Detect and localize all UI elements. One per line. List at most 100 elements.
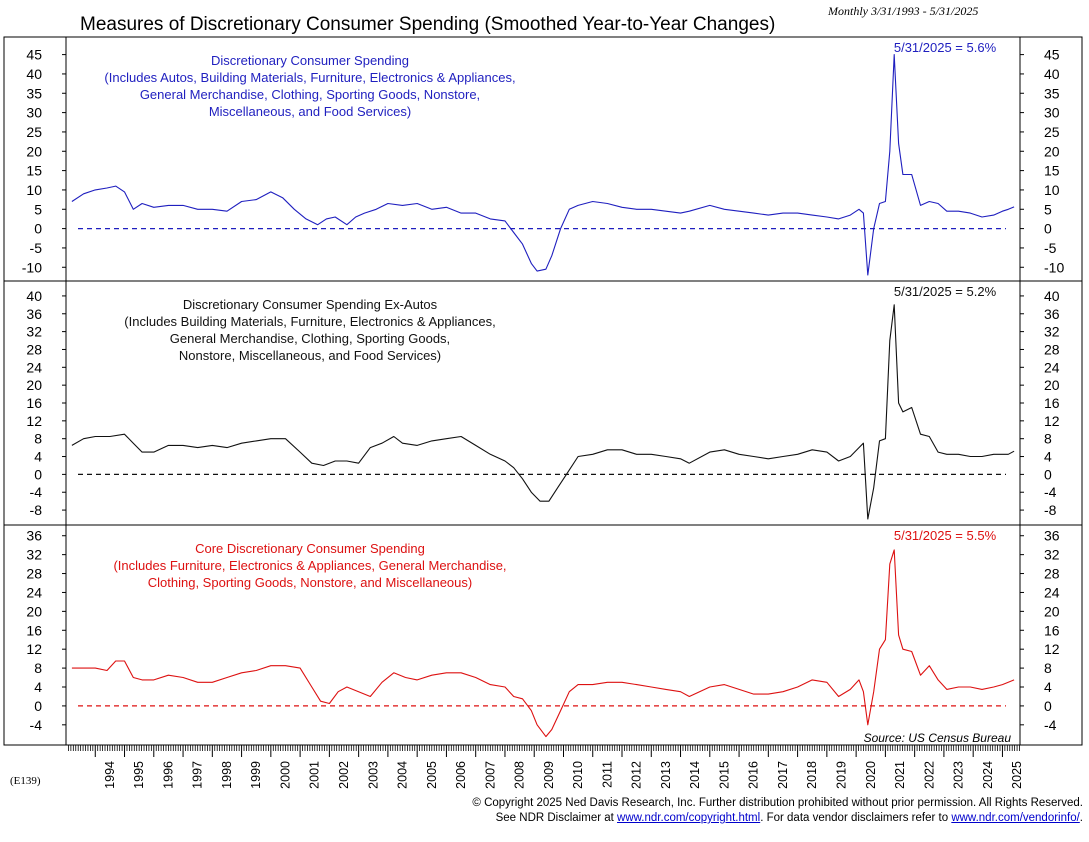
y-tick-label-right: 16 <box>1044 622 1060 638</box>
y-tick-label-right: -5 <box>1044 240 1057 256</box>
x-tick-label: 2017 <box>776 761 790 789</box>
y-tick-label-left: 25 <box>26 124 42 140</box>
y-tick-label-right: 12 <box>1044 413 1060 429</box>
y-tick-label-left: 15 <box>26 163 42 179</box>
y-tick-label-right: 30 <box>1044 105 1060 121</box>
x-tick-label: 2020 <box>864 761 878 789</box>
y-tick-label-left: 0 <box>34 466 42 482</box>
panel-title-line: General Merchandise, Clothing, Sporting … <box>140 87 480 102</box>
x-tick-label: 2005 <box>425 761 439 789</box>
copyright-link[interactable]: www.ndr.com/copyright.html <box>617 812 761 824</box>
panel-1: -10 -10 -5 -5 0 0 5 5 10 10 15 15 20 20 25 25 30 30 35 35 40… <box>3 36 1083 282</box>
x-tick-label: 1997 <box>191 761 205 789</box>
x-tick-label: 2013 <box>659 761 673 789</box>
panel-title-line: (Includes Autos, Building Materials, Fur… <box>104 70 515 85</box>
y-tick-label-left: -4 <box>30 717 43 733</box>
panel-title-line: Clothing, Sporting Goods, Nonstore, and … <box>148 575 472 590</box>
y-tick-label-right: 8 <box>1044 660 1052 676</box>
y-tick-label-left: 4 <box>34 449 42 465</box>
panel-title-line: Core Discretionary Consumer Spending <box>195 541 425 556</box>
y-tick-label-right: 28 <box>1044 341 1060 357</box>
y-tick-label-right: 28 <box>1044 566 1060 582</box>
panel-title-line: (Includes Furniture, Electronics & Appli… <box>113 558 506 573</box>
y-tick-label-left: -8 <box>30 502 43 518</box>
x-tick-label: 2023 <box>952 761 966 789</box>
y-tick-label-left: 28 <box>26 341 42 357</box>
y-tick-label-left: -5 <box>30 240 43 256</box>
y-tick-label-left: 12 <box>26 413 42 429</box>
y-tick-label-right: -4 <box>1044 717 1057 733</box>
y-tick-label-right: 20 <box>1044 143 1060 159</box>
x-tick-label: 2025 <box>1010 761 1024 789</box>
y-tick-label-right: 25 <box>1044 124 1060 140</box>
y-tick-label-right: 24 <box>1044 584 1060 600</box>
latest-value-label: 5/31/2025 = 5.2% <box>894 284 997 299</box>
y-tick-label-right: 0 <box>1044 466 1052 482</box>
x-tick-label: 2024 <box>981 761 995 789</box>
y-tick-label-left: 28 <box>26 566 42 582</box>
panel-title-line: General Merchandise, Clothing, Sporting … <box>170 331 450 346</box>
y-tick-label-left: 36 <box>26 306 42 322</box>
y-tick-label-right: 36 <box>1044 306 1060 322</box>
x-tick-label: 2001 <box>308 761 322 789</box>
source-label: Source: US Census Bureau <box>864 731 1012 745</box>
x-tick-label: 2010 <box>571 761 585 789</box>
y-tick-label-right: 36 <box>1044 528 1060 544</box>
x-tick-label: 2004 <box>396 761 410 789</box>
panel-title-line: Nonstore, Miscellaneous, and Food Servic… <box>179 348 441 363</box>
panel-title-line: Discretionary Consumer Spending <box>211 53 409 68</box>
y-tick-label-right: 16 <box>1044 395 1060 411</box>
y-tick-label-left: 4 <box>34 679 42 695</box>
disclaimer-middle: . For data vendor disclaimers refer to <box>760 812 952 824</box>
vendor-info-link[interactable]: www.ndr.com/vendorinfo/ <box>951 812 1080 824</box>
y-tick-label-right: 15 <box>1044 163 1060 179</box>
x-tick-label: 1999 <box>249 761 263 789</box>
x-tick-label: 1995 <box>132 761 146 789</box>
x-tick-label: 2016 <box>747 761 761 789</box>
disclaimer-notice: See NDR Disclaimer at www.ndr.com/copyri… <box>496 812 1083 824</box>
y-tick-label-left: 24 <box>26 359 42 375</box>
y-tick-label-left: 8 <box>34 431 42 447</box>
y-tick-label-right: 24 <box>1044 359 1060 375</box>
x-tick-label: 2002 <box>337 761 351 789</box>
x-tick-label: 2022 <box>922 761 936 789</box>
x-tick-label: 2007 <box>483 761 497 789</box>
x-tick-label: 2000 <box>279 761 293 789</box>
y-tick-label-left: 30 <box>26 105 42 121</box>
y-tick-label-right: 20 <box>1044 603 1060 619</box>
y-tick-label-right: 32 <box>1044 324 1060 340</box>
y-tick-label-left: 12 <box>26 641 42 657</box>
y-tick-label-right: 8 <box>1044 431 1052 447</box>
y-tick-label-right: 5 <box>1044 201 1052 217</box>
disclaimer-suffix: . <box>1079 812 1083 824</box>
y-tick-label-right: -8 <box>1044 502 1057 518</box>
x-tick-label: 2011 <box>600 761 614 788</box>
y-tick-label-right: -10 <box>1044 259 1064 275</box>
x-tick-label: 2006 <box>454 761 468 789</box>
y-tick-label-left: 24 <box>26 584 42 600</box>
series-line <box>71 54 1015 276</box>
x-tick-label: 2015 <box>717 761 731 789</box>
y-tick-label-left: 0 <box>34 221 42 237</box>
x-tick-label: 1996 <box>161 761 175 789</box>
y-tick-label-left: 45 <box>26 47 42 63</box>
y-tick-label-left: 5 <box>34 201 42 217</box>
y-tick-label-right: 4 <box>1044 449 1052 465</box>
series-line <box>71 304 1015 520</box>
x-tick-label: 2009 <box>542 761 556 789</box>
panel-title-line: (Includes Building Materials, Furniture,… <box>124 314 495 329</box>
y-tick-label-left: 0 <box>34 698 42 714</box>
y-tick-label-left: 16 <box>26 395 42 411</box>
y-tick-label-right: 40 <box>1044 288 1060 304</box>
y-tick-label-right: 4 <box>1044 679 1052 695</box>
y-tick-label-right: 12 <box>1044 641 1060 657</box>
chart-title: Measures of Discretionary Consumer Spend… <box>80 14 776 35</box>
y-tick-label-left: 32 <box>26 324 42 340</box>
y-tick-label-left: -4 <box>30 484 43 500</box>
y-tick-label-right: 45 <box>1044 47 1060 63</box>
x-tick-label: 2003 <box>366 761 380 789</box>
copyright-notice: © Copyright 2025 Ned Davis Research, Inc… <box>472 797 1083 809</box>
y-tick-label-right: -4 <box>1044 484 1057 500</box>
